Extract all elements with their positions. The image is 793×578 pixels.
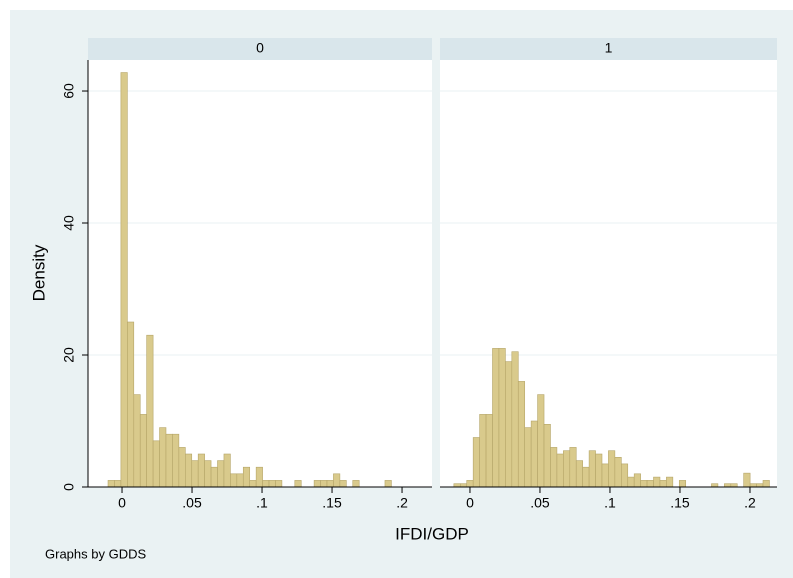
- histogram-bar: [627, 476, 635, 488]
- histogram-bar: [262, 480, 270, 488]
- histogram-bar: [633, 473, 641, 488]
- histogram-bar: [384, 480, 392, 488]
- histogram-bar: [601, 463, 609, 488]
- x-axis-title: IFDI/GDP: [395, 524, 469, 543]
- x-tick-label: .1: [604, 495, 616, 511]
- histogram-bar: [653, 476, 661, 488]
- x-tick-label: 0: [118, 495, 126, 511]
- note: Graphs by GDDS: [45, 546, 146, 561]
- histogram-bar: [210, 466, 218, 488]
- x-tick-label: .2: [396, 495, 408, 511]
- histogram-bar: [569, 447, 577, 488]
- histogram-bar: [511, 351, 519, 488]
- histogram-bar: [646, 480, 654, 488]
- y-tick-label: 0: [61, 483, 77, 491]
- histogram-bar: [640, 480, 648, 488]
- histogram-bar: [223, 453, 231, 488]
- histogram-bar: [666, 476, 674, 488]
- x-tick-label: .05: [182, 495, 202, 511]
- histogram-bar: [563, 450, 571, 488]
- histogram-bar: [543, 424, 551, 488]
- histogram-bar: [133, 394, 141, 488]
- histogram-bar: [588, 450, 596, 488]
- histogram-bar: [550, 447, 558, 488]
- y-tick-label: 20: [61, 347, 77, 363]
- histogram-bar: [172, 433, 180, 488]
- histogram-bar: [152, 440, 160, 488]
- histogram-bar: [352, 480, 360, 488]
- histogram-bar: [556, 453, 564, 488]
- histogram-bar: [249, 480, 257, 488]
- panel-header: [88, 38, 432, 60]
- histogram-bar: [743, 472, 751, 488]
- histogram-bar: [191, 460, 199, 488]
- x-tick-label: .15: [670, 495, 690, 511]
- x-tick-label: .15: [322, 495, 342, 511]
- histogram-bar: [127, 321, 135, 488]
- histogram-bar: [479, 414, 487, 488]
- histogram-bar: [472, 437, 480, 488]
- x-tick-label: 0: [466, 495, 474, 511]
- histogram-bar: [139, 414, 147, 488]
- x-tick-label: .05: [530, 495, 550, 511]
- y-tick-label: 60: [61, 83, 77, 99]
- histogram-bar: [614, 457, 622, 488]
- histogram-bar: [485, 414, 493, 488]
- histogram-bar: [236, 473, 244, 488]
- histogram-bar: [178, 447, 186, 488]
- panel-header: [440, 38, 777, 60]
- histogram-bar: [505, 361, 513, 488]
- histogram-bar: [524, 427, 532, 488]
- histogram-bar: [595, 453, 603, 488]
- histogram-bar: [275, 480, 283, 488]
- histogram-bar: [575, 460, 583, 488]
- histogram-bar: [333, 473, 341, 488]
- histogram-bar: [492, 348, 500, 488]
- panel-title: 0: [256, 40, 264, 56]
- histogram-bar: [204, 460, 212, 488]
- histogram-bar: [608, 450, 616, 488]
- panel-title: 1: [605, 40, 613, 56]
- histogram-bar: [582, 466, 590, 488]
- histogram-bar: [114, 480, 122, 488]
- histogram-bar: [165, 433, 173, 488]
- histogram-bar: [313, 480, 321, 488]
- histogram-bar: [498, 348, 506, 488]
- x-tick-label: .2: [744, 495, 756, 511]
- histogram-bar: [466, 480, 474, 488]
- histogram-bar: [621, 463, 629, 488]
- histogram-bar: [242, 466, 251, 488]
- histogram-bar: [537, 394, 545, 488]
- histogram-bar: [146, 334, 154, 488]
- histogram-bar: [659, 480, 667, 488]
- histogram-bar: [762, 480, 770, 488]
- x-tick-label: .1: [256, 495, 268, 511]
- histogram-bar: [268, 480, 276, 488]
- histogram-bar: [320, 480, 328, 488]
- histogram-bar: [159, 427, 167, 488]
- histogram-bar: [678, 480, 687, 488]
- histogram-bar: [230, 473, 238, 488]
- histogram-bar: [217, 460, 225, 488]
- histogram-bar: [530, 420, 538, 488]
- histogram-bar: [120, 72, 128, 488]
- histogram-bar: [339, 480, 347, 488]
- histogram-bar: [255, 466, 263, 488]
- histogram-bar: [517, 381, 526, 488]
- histogram-bar: [185, 453, 193, 488]
- histogram-bar: [326, 480, 334, 488]
- y-axis-title: Density: [29, 244, 48, 301]
- y-tick-label: 40: [61, 215, 77, 231]
- histogram-bar: [107, 480, 115, 488]
- histogram-bar: [294, 480, 302, 488]
- histogram-bar: [197, 453, 205, 488]
